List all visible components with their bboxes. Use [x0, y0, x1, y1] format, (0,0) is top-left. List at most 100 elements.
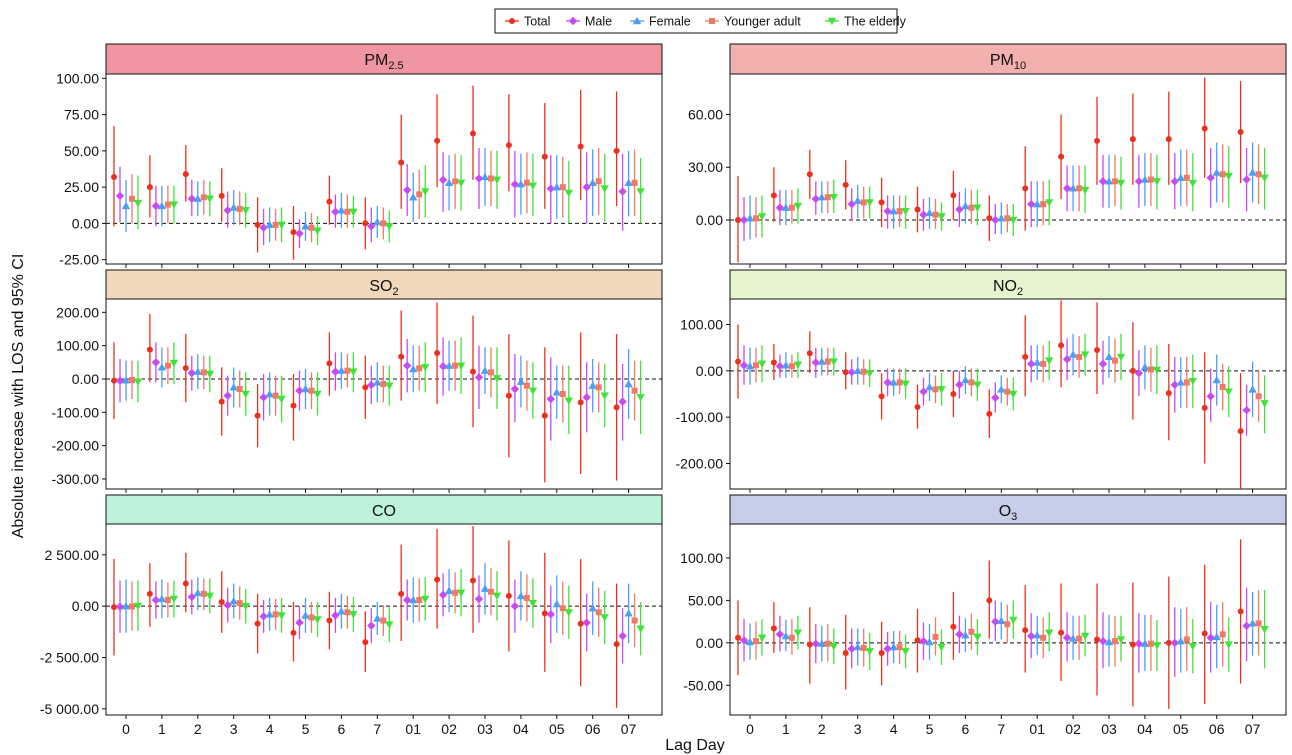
data-point: [1094, 137, 1100, 144]
data-point: [277, 221, 286, 230]
data-point: [937, 213, 946, 221]
data-point: [488, 175, 494, 182]
data-point: [781, 631, 791, 640]
data-point: [986, 597, 993, 604]
panel-strip: [105, 43, 663, 75]
data-point: [739, 636, 749, 645]
legend-marker-younger-adult: [709, 18, 715, 24]
series-the-elderly: [757, 590, 1269, 674]
legend-marker-female: [632, 16, 642, 25]
data-point: [1129, 136, 1136, 143]
data-point: [421, 188, 430, 196]
data-point: [259, 393, 268, 402]
y-tick-label: 0.00: [696, 363, 723, 379]
data-point: [452, 178, 459, 185]
data-point: [631, 387, 638, 394]
x-tick-label: 4: [890, 721, 898, 737]
data-point: [146, 590, 153, 597]
data-point: [164, 201, 171, 208]
series-total: [735, 300, 1244, 489]
data-point: [613, 641, 620, 648]
data-point: [546, 184, 555, 193]
panel-title-main: SO: [369, 278, 392, 295]
data-point: [968, 379, 975, 386]
data-point: [111, 604, 117, 611]
series-the-elderly: [133, 337, 645, 434]
panel-strip: [729, 269, 1287, 300]
data-point: [313, 227, 322, 235]
y-tick-label: 0.00: [696, 212, 723, 228]
data-point: [847, 368, 856, 377]
data-point: [1140, 639, 1150, 647]
data-point: [474, 594, 484, 604]
data-point: [541, 153, 548, 160]
data-point: [595, 609, 602, 616]
data-point: [1033, 631, 1042, 639]
data-point: [480, 172, 490, 181]
data-point: [588, 604, 597, 612]
x-tick-label: 7: [997, 721, 1005, 737]
data-point: [157, 363, 167, 371]
data-point: [564, 609, 573, 617]
data-point: [1176, 378, 1185, 386]
data-point: [986, 215, 993, 222]
data-point: [588, 178, 597, 186]
y-tick-label: -5 000.00: [40, 701, 99, 717]
data-point: [349, 208, 358, 216]
data-point: [1009, 216, 1018, 225]
data-point: [883, 207, 892, 216]
data-point: [991, 617, 1000, 626]
data-point: [516, 591, 526, 600]
data-point: [373, 614, 382, 622]
data-point: [115, 376, 125, 385]
data-point: [1219, 631, 1226, 638]
x-tick-label: 0: [122, 721, 130, 737]
data-point: [241, 602, 250, 611]
data-point: [770, 625, 777, 632]
data-point: [528, 387, 538, 395]
data-point: [1027, 631, 1036, 641]
x-tick-label: 05: [549, 721, 565, 737]
y-tick-label: -25.00: [59, 252, 99, 268]
data-point: [739, 361, 749, 370]
data-point: [1004, 621, 1011, 628]
data-point: [523, 594, 530, 601]
data-point: [367, 621, 376, 630]
series-younger-adult: [129, 340, 638, 423]
data-point: [241, 207, 250, 215]
series-total: [111, 302, 620, 483]
data-point: [301, 611, 310, 619]
data-point: [577, 399, 584, 406]
data-point: [218, 599, 225, 606]
data-point: [1140, 175, 1150, 183]
x-tick-label: 4: [266, 721, 274, 737]
data-point: [295, 618, 304, 627]
data-point: [559, 184, 566, 191]
data-point: [600, 185, 609, 193]
data-point: [1170, 638, 1179, 648]
y-tick-label: -2 500.00: [40, 649, 99, 665]
data-point: [1188, 643, 1197, 651]
data-point: [1040, 360, 1047, 367]
data-point: [200, 369, 207, 376]
series-female: [121, 340, 633, 419]
data-point: [187, 368, 196, 378]
data-point: [1224, 641, 1233, 649]
panel-title-main: NO: [993, 278, 1017, 295]
data-point: [613, 404, 620, 411]
data-point: [470, 577, 476, 584]
data-point: [745, 637, 755, 646]
data-point: [385, 382, 394, 390]
data-point: [860, 199, 867, 206]
panel-co: CO2 500.000.00-2 500.00-5 000.000 1 2 3 4 5 6 7…: [40, 494, 663, 737]
data-point: [182, 171, 189, 178]
y-axis-label: Absolute increase with LOS and 95% CI: [10, 254, 27, 539]
data-point: [577, 620, 584, 627]
data-point: [824, 640, 831, 647]
data-point: [1068, 634, 1078, 642]
data-point: [865, 369, 874, 378]
data-point: [775, 203, 785, 212]
data-point: [618, 397, 627, 406]
legend-label-female: Female: [649, 15, 691, 29]
